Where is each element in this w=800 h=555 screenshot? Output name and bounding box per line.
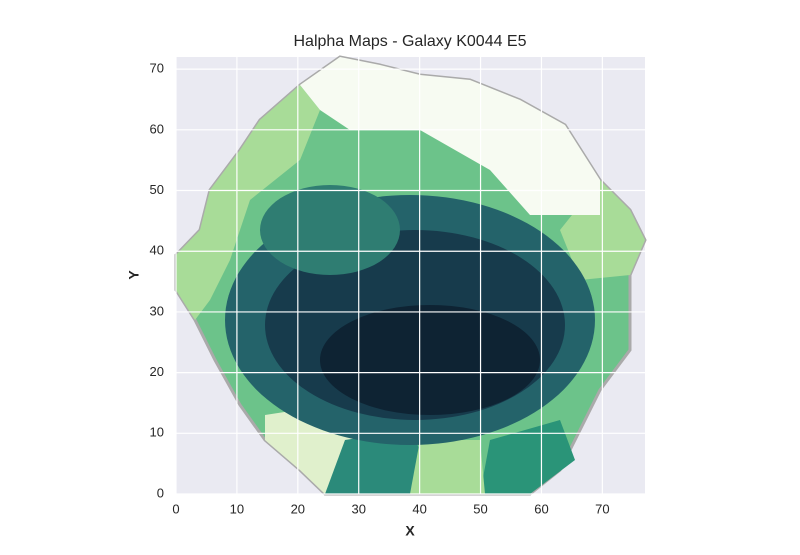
empty-region [300, 57, 600, 215]
y-tick-label: 70 [150, 61, 164, 76]
x-tick-label: 70 [595, 501, 609, 516]
grid [175, 57, 645, 495]
x-tick-label: 0 [172, 501, 179, 516]
outer-light-region [176, 85, 320, 320]
x-tick-label: 60 [534, 501, 548, 516]
x-tick-label: 40 [412, 501, 426, 516]
x-tick-label: 30 [351, 501, 365, 516]
lower-teal-region [325, 430, 430, 494]
chart-title: Halpha Maps - Galaxy K0044 E5 [293, 33, 526, 50]
x-tick-label: 10 [230, 501, 244, 516]
y-tick-label: 50 [150, 182, 164, 197]
x-tick-label: 20 [291, 501, 305, 516]
lower-light-region [410, 440, 485, 494]
y-tick-label: 10 [150, 425, 164, 440]
y-tick-label: 60 [150, 121, 164, 136]
core-region [320, 305, 540, 415]
lower-teal-region [480, 420, 575, 494]
y-tick-label: 20 [150, 364, 164, 379]
y-tick-label: 30 [150, 303, 164, 318]
y-axis-label: Y [126, 270, 142, 280]
core-region [260, 185, 400, 275]
y-tick-label: 40 [150, 243, 164, 258]
x-tick-label: 50 [473, 501, 487, 516]
x-axis-label: X [405, 523, 415, 539]
y-tick-label: 0 [157, 485, 164, 500]
